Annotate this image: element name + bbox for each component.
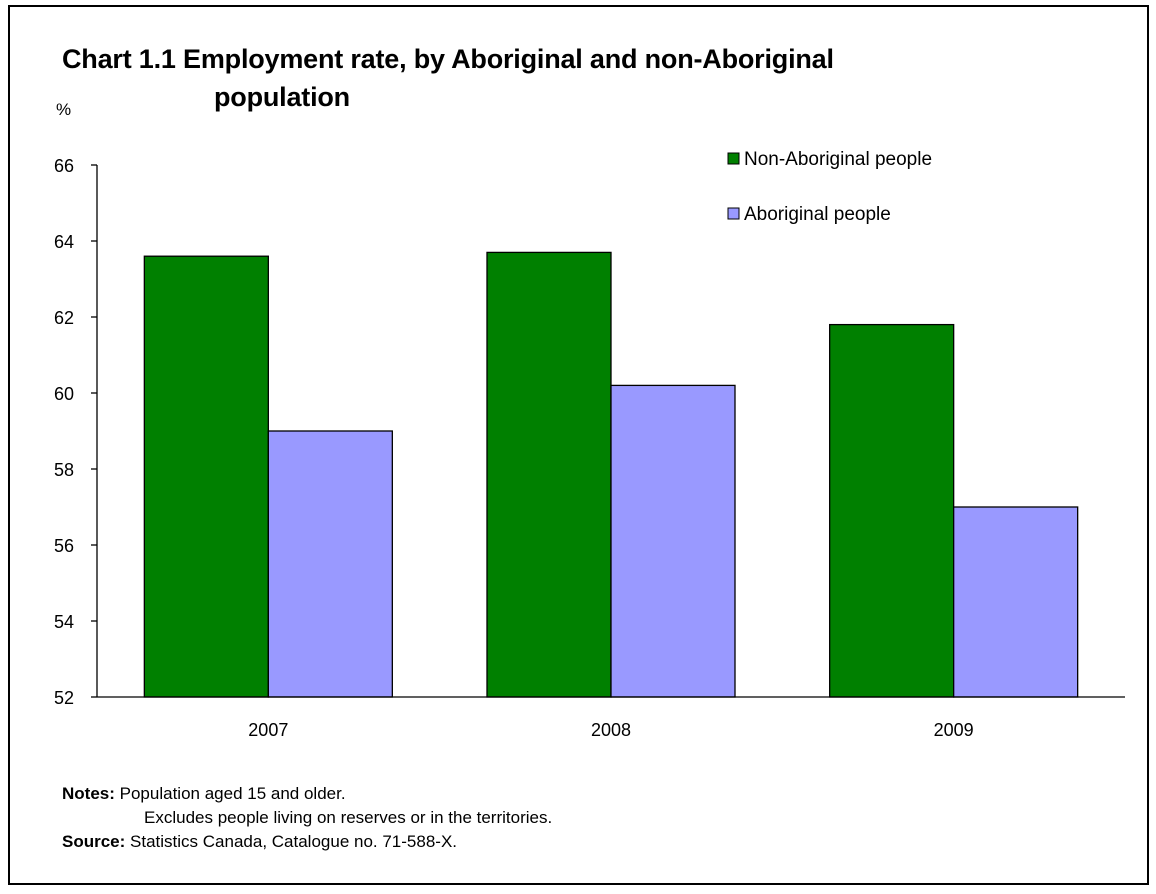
y-tick-label-58: 58 (54, 460, 74, 480)
bar-aboriginal-people-2009 (953, 506, 1079, 698)
y-tick-label-56: 56 (54, 536, 74, 556)
notes-line-1: Notes: Population aged 15 and older. (62, 782, 552, 806)
source-text: Statistics Canada, Catalogue no. 71-588-… (130, 832, 458, 851)
chart-title: Chart 1.1 Employment rate, by Aboriginal… (62, 40, 834, 116)
legend-label-aboriginal-people: Aboriginal people (744, 204, 891, 225)
y-tick-label-66: 66 (54, 156, 74, 176)
bar-aboriginal-people-2007 (267, 430, 393, 698)
bar-chart-plot: 2007 2008 2009 52 54 56 58 60 62 64 66 Non-Aborigin… (54, 149, 1125, 740)
legend-swatch-non-aboriginal-people (727, 152, 740, 165)
legend-swatch-aboriginal-people (727, 207, 740, 220)
x-tick-label-2007: 2007 (248, 720, 288, 740)
x-tick-label-2009: 2009 (934, 720, 974, 740)
y-tick-label-62: 62 (54, 308, 74, 328)
bar-non-aboriginal-people-2008 (486, 251, 612, 698)
y-tick-label-64: 64 (54, 232, 74, 252)
y-axis-unit-label: % (56, 100, 72, 119)
source-label: Source: (62, 832, 126, 851)
notes-line-2: Excludes people living on reserves or in… (62, 806, 552, 830)
y-tick-label-54: 54 (54, 612, 74, 632)
bar-non-aboriginal-people-2009 (829, 323, 955, 698)
source-line: Source: Statistics Canada, Catalogue no.… (62, 830, 552, 854)
bar-non-aboriginal-people-2007 (143, 255, 269, 698)
note-text-1: Population aged 15 and older. (119, 784, 346, 803)
legend-label-non-aboriginal-people: Non-Aboriginal people (744, 149, 932, 170)
x-tick-label-2008: 2008 (591, 720, 631, 740)
y-tick-label-60: 60 (54, 384, 74, 404)
note-text-2: Excludes people living on reserves or in… (144, 808, 553, 827)
bar-aboriginal-people-2008 (610, 384, 736, 698)
y-tick-label-52: 52 (54, 688, 74, 708)
chart-title-line2: population (214, 82, 350, 112)
chart-title-line1: Chart 1.1 Employment rate, by Aboriginal… (62, 44, 834, 74)
chart-frame (8, 5, 1149, 885)
notes-label: Notes: (62, 784, 115, 803)
chart-notes: Notes: Population aged 15 and older. Exc… (62, 782, 552, 854)
